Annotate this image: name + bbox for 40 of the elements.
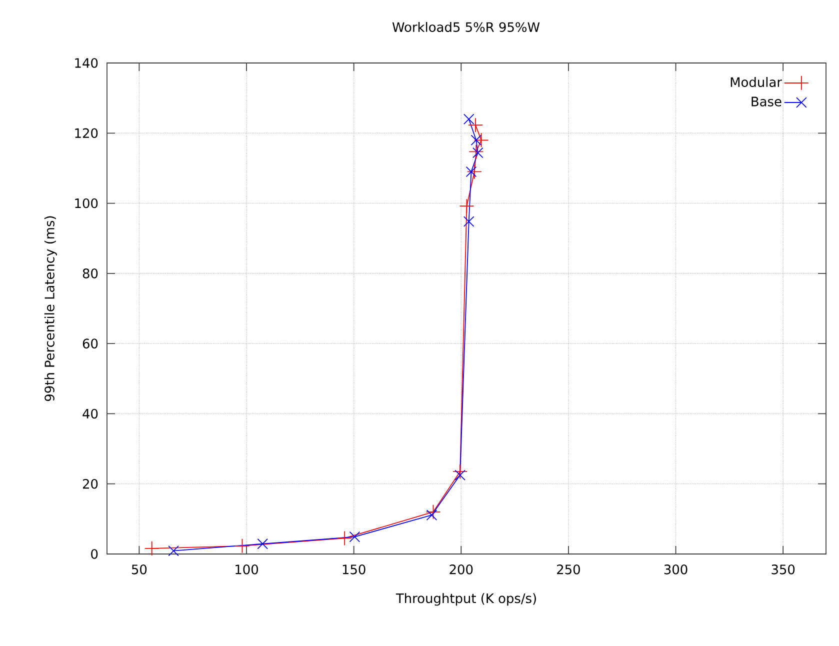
x-tick-label: 300: [664, 564, 688, 574]
point: [474, 132, 489, 148]
y-tick-label: 140: [75, 58, 98, 68]
y-tick-label: 60: [82, 338, 98, 348]
legend-label: Modular: [730, 76, 782, 88]
point: [426, 510, 438, 520]
point: [463, 216, 474, 227]
point: [459, 198, 474, 214]
point: [472, 147, 484, 158]
x-tick-label: 350: [772, 564, 795, 574]
point: [466, 166, 477, 178]
x-tick-label: 50: [132, 564, 147, 574]
point: [337, 530, 352, 546]
legend-label: Base: [752, 96, 782, 106]
point: [468, 144, 484, 160]
point: [234, 538, 250, 554]
point: [426, 504, 441, 520]
point: [454, 470, 466, 480]
chart-title: Workload5 5%R 95%W: [392, 22, 540, 32]
point: [463, 114, 474, 125]
point: [466, 164, 482, 180]
y-tick-label: 0: [91, 549, 98, 559]
x-tick-label: 150: [342, 564, 366, 574]
point: [168, 545, 179, 556]
y-tick-label: 100: [75, 198, 98, 208]
x-tick-label: 250: [557, 564, 580, 574]
point: [349, 531, 360, 542]
y-tick-label: 80: [82, 268, 98, 278]
y-tick-label: 40: [82, 408, 98, 419]
x-tick-label: 100: [236, 564, 258, 574]
point: [452, 464, 468, 480]
y-axis-title: 99th Percentile Latency (ms): [44, 216, 57, 402]
point: [470, 134, 482, 146]
point: [468, 118, 483, 133]
y-tick-label: 20: [82, 478, 98, 489]
point: [257, 538, 268, 550]
point: [144, 540, 160, 556]
x-axis-title: Throughtput (K ops/s): [396, 593, 536, 606]
y-tick-label: 120: [75, 128, 98, 138]
x-tick-label: 200: [450, 564, 473, 574]
